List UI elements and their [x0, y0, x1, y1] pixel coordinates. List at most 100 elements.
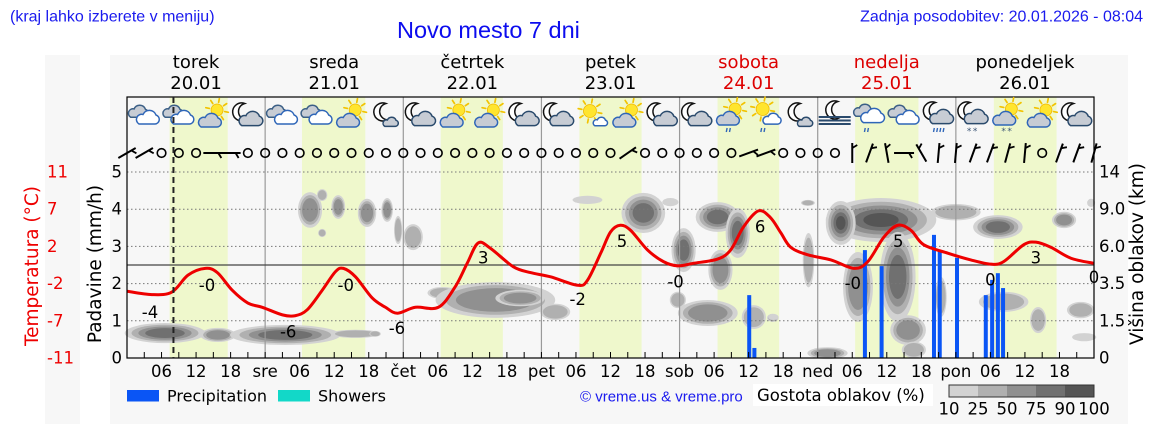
cloud-density-patch	[741, 305, 766, 329]
calm-wind-icon	[1037, 147, 1048, 159]
grid-lines	[127, 97, 1094, 358]
cloudy-rain-icon	[852, 103, 886, 133]
cloud-density-patch	[725, 208, 750, 258]
time-tick-label: 12	[738, 362, 759, 381]
day-name: nedelja	[854, 52, 920, 73]
precipitation-bar	[1001, 288, 1006, 358]
calm-wind-icon	[553, 147, 564, 159]
time-tick-label: 18	[496, 362, 517, 381]
density-scale-label: 10	[939, 400, 960, 419]
calm-wind-icon	[657, 147, 668, 159]
precipitation-bar	[937, 250, 942, 358]
calm-wind-icon	[449, 147, 461, 159]
calm-wind-icon	[363, 147, 374, 159]
calm-wind-icon	[156, 147, 167, 159]
cloud-density-patch	[1030, 307, 1047, 334]
calm-wind-icon	[726, 147, 737, 159]
partly-cloudy-night-icon	[680, 102, 713, 127]
partly-cloudy-day-icon	[335, 97, 368, 128]
precipitation-bar	[990, 279, 995, 358]
cloud-density-patch	[572, 195, 603, 204]
time-tick-label: 18	[358, 362, 379, 381]
cloud-density-patch	[801, 199, 815, 206]
day-date: 20.01	[170, 73, 222, 94]
copyright-link[interactable]: © vreme.us & vreme.pro	[580, 389, 743, 406]
calm-wind-icon	[277, 147, 288, 159]
page-title: Novo mesto 7 dni	[397, 17, 580, 43]
mostly-sunny-rain-icon	[750, 96, 782, 133]
cloud-height-tick-label: 1.5	[1099, 311, 1125, 330]
cloud-height-tick-label: 14	[1099, 163, 1120, 182]
wind-barb-icon	[117, 147, 137, 159]
cloud-density-patch	[669, 291, 686, 309]
density-scale-border	[948, 384, 1095, 398]
calm-wind-icon	[329, 147, 340, 159]
temperature-tick-label: -7	[47, 311, 63, 330]
time-tick-label: 12	[1014, 362, 1035, 381]
temperature-value-label: 3	[478, 249, 489, 268]
density-scale-swatch	[1065, 385, 1094, 397]
wind-barb-icon	[220, 152, 241, 159]
cloud-density-patch	[1072, 333, 1097, 342]
wind-barb-icon	[968, 143, 981, 163]
temperature-value-label: -6	[280, 322, 296, 341]
cloud-density-patch	[230, 324, 341, 345]
partly-cloudy-night-icon	[542, 102, 575, 127]
calm-wind-icon	[311, 147, 323, 159]
cloud-density-layer	[124, 189, 1097, 360]
partly-cloudy-night-heavy-rain-icon	[922, 101, 955, 133]
temperature-value-label: -0	[337, 276, 353, 295]
temperature-axis-panel	[45, 55, 80, 424]
temperature-value-label: 5	[617, 232, 628, 251]
location-menu-hint: (kraj lahko izberete v meniju)	[10, 9, 215, 26]
time-tick-label: 06	[565, 362, 586, 381]
partly-cloudy-day-icon	[1026, 97, 1059, 128]
calm-wind-icon	[415, 147, 426, 159]
calm-wind-icon	[795, 147, 806, 159]
showers-swatch	[278, 390, 310, 402]
density-scale-swatch	[949, 385, 978, 397]
time-tick-label: 18	[911, 362, 932, 381]
temperature-line	[126, 209, 1095, 318]
precip-tick-label: 1	[112, 311, 123, 330]
weather-icon-row: * * * *	[127, 96, 1093, 137]
cloud-density-patch	[708, 249, 733, 290]
precip-axis-title: Padavine (mm/h)	[85, 185, 106, 343]
day-name: četrtek	[440, 52, 505, 73]
precipitation-bar	[955, 257, 960, 358]
cloud-density-patch	[1051, 211, 1077, 229]
density-scale-label: 75	[1026, 400, 1047, 419]
calm-wind-icon	[294, 147, 305, 159]
cloud-density-patch	[381, 198, 393, 222]
cloud-height-tick-label: 9.0	[1099, 200, 1125, 219]
cloud-density-patch	[890, 315, 926, 345]
calm-wind-icon	[605, 147, 616, 159]
cloud-density-patch	[825, 201, 856, 245]
calm-wind-icon	[536, 147, 547, 159]
calm-wind-icon	[501, 147, 512, 159]
wind-barb-icon	[986, 143, 998, 163]
density-scale-swatch	[978, 385, 1007, 397]
precipitation-bars	[747, 234, 1006, 358]
cloud-density-patch	[807, 347, 848, 360]
calm-wind-icon	[778, 147, 789, 159]
cloud-density-patch	[973, 215, 1023, 239]
cloud-height-tick-label: 0	[1099, 349, 1110, 368]
temperature-value-label: 5	[893, 232, 904, 251]
cloud-density-patch	[330, 329, 381, 338]
partly-cloudy-night-snow-icon: * *	[957, 101, 989, 137]
wind-barb-icon	[915, 143, 928, 163]
precip-tick-label: 5	[112, 163, 123, 182]
cloud-density-patch	[297, 192, 323, 228]
cloud-density-patch	[357, 198, 377, 228]
time-tick-label: 06	[289, 362, 310, 381]
svg-text:*: *	[967, 127, 972, 137]
cloud-density-patch	[1087, 198, 1096, 207]
precip-tick-label: 4	[112, 200, 123, 219]
time-tick-label: 12	[462, 362, 483, 381]
time-tick-label: 06	[842, 362, 863, 381]
precipitation-bar	[747, 295, 752, 358]
